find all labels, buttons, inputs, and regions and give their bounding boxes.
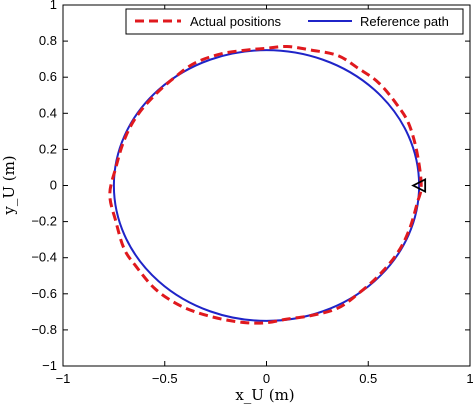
legend-label-actual: Actual positions — [190, 14, 282, 29]
y-tick-label: 0.6 — [39, 69, 57, 84]
y-tick-label: −0.8 — [31, 322, 57, 337]
y-tick-label: −0.2 — [31, 214, 57, 229]
series-reference-path — [112, 49, 421, 322]
x-tick-label: 0 — [263, 371, 270, 386]
x-tick-label: 0.5 — [359, 371, 377, 386]
axes-frame — [62, 4, 471, 367]
y-tick-label: 0.4 — [39, 105, 57, 120]
y-tick-label: 1 — [50, 0, 57, 12]
x-tick-label: −0.5 — [152, 371, 178, 386]
y-tick-label: 0.8 — [39, 33, 57, 48]
plot-area — [108, 44, 427, 325]
axes: −1 −0.5 0 0.5 1 −1 −0.8 −0.6 −0.4 −0.2 0 0.2 0.4 0.6 0… — [31, 0, 473, 386]
x-axis-label: x_U (m) — [235, 386, 294, 404]
x-tick-label: 1 — [466, 371, 473, 386]
y-tick-label: 0 — [50, 178, 57, 193]
y-axis-label: y_U (m) — [0, 155, 18, 215]
y-tick-label: −0.6 — [31, 286, 57, 301]
start-marker-0 — [411, 178, 427, 193]
legend-box — [125, 8, 464, 35]
y-tick-label: 0.2 — [39, 141, 57, 156]
y-tick-label: −0.4 — [31, 250, 57, 265]
legend: Actual positions Reference path — [125, 8, 464, 35]
legend-label-reference: Reference path — [360, 14, 449, 29]
y-tick-label: −1 — [42, 358, 57, 373]
x-tick-label: −1 — [56, 371, 71, 386]
series-actual-positions — [108, 44, 423, 325]
